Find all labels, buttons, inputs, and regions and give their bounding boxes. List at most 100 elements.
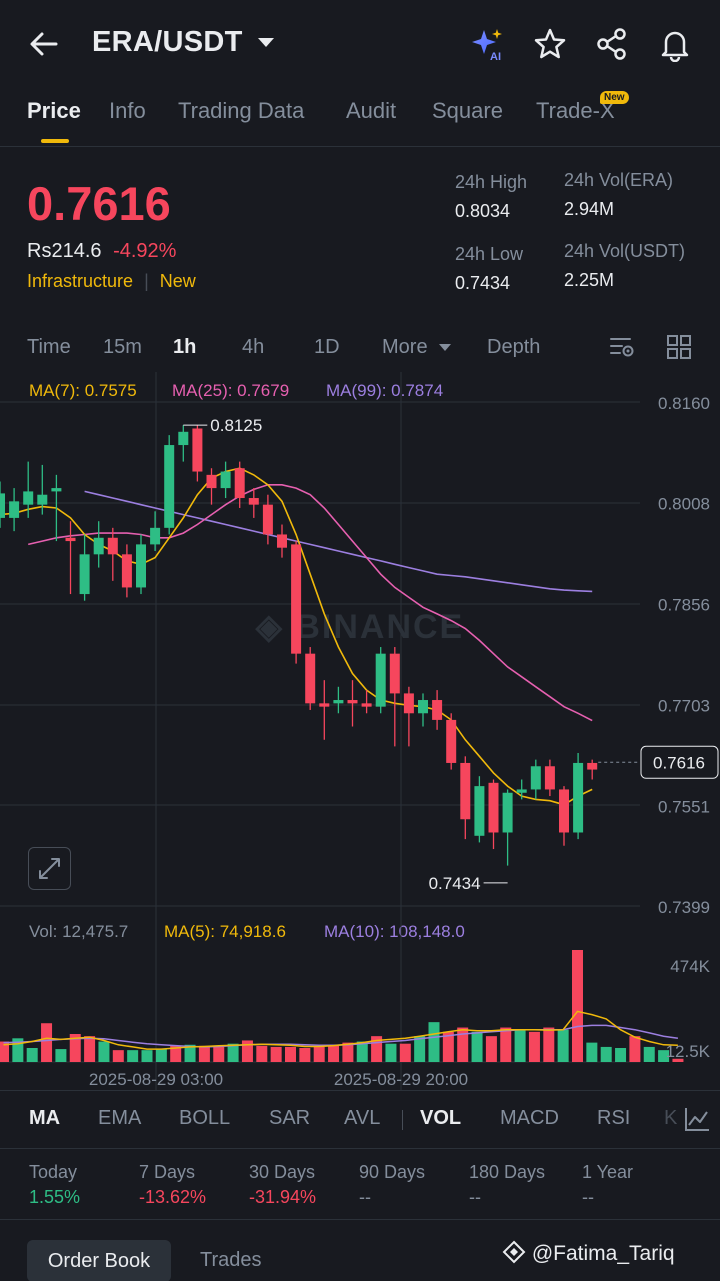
tab-trades[interactable]: Trades <box>200 1249 262 1271</box>
candle-body <box>544 766 555 790</box>
tag-infrastructure[interactable]: Infrastructure <box>27 271 134 291</box>
indicator-macd[interactable]: MACD <box>500 1107 559 1129</box>
volume-bar <box>414 1036 426 1062</box>
candle-body <box>347 700 358 704</box>
candle-body <box>319 703 330 707</box>
price-axis-label: 0.7703 <box>658 697 710 716</box>
indicator-sar[interactable]: SAR <box>269 1107 311 1129</box>
volume-bar <box>385 1043 397 1062</box>
volume-bar <box>299 1048 311 1062</box>
volume-bar <box>514 1029 526 1062</box>
candle-body <box>389 653 400 694</box>
perf-7d-label: 7 Days <box>139 1162 196 1182</box>
time-axis-label: 2025-08-29 03:00 <box>89 1070 223 1089</box>
volume-bar <box>12 1038 24 1062</box>
vol-base-value: 2.94M <box>564 199 615 219</box>
perf-7d-value: -13.62% <box>139 1187 207 1207</box>
last-price: 0.7616 <box>27 177 171 230</box>
fullscreen-button[interactable] <box>28 847 71 890</box>
volume-axis-top: 474K <box>670 957 710 976</box>
volume-bar <box>342 1042 354 1062</box>
candle-body <box>164 445 175 528</box>
volume-bar <box>170 1045 182 1062</box>
tabs-divider <box>0 146 720 147</box>
ma99-line <box>84 490 593 593</box>
last-price-tag-label: 0.7616 <box>653 753 705 772</box>
grid-layout-icon[interactable] <box>665 333 693 366</box>
interval-15m[interactable]: 15m <box>103 336 142 358</box>
high-label: 24h High <box>455 172 528 192</box>
user-watermark: @Fatima_Tariq <box>502 1240 675 1266</box>
perf-1y-value: -- <box>582 1187 594 1207</box>
active-tab-indicator <box>41 139 69 143</box>
tab-price[interactable]: Price <box>27 98 81 123</box>
volume-bar <box>26 1048 38 1062</box>
candle-body <box>403 693 414 714</box>
interval-1h[interactable]: 1h <box>173 336 197 358</box>
indicator-kdj-partial[interactable]: K <box>664 1107 678 1129</box>
candle-body <box>446 719 457 763</box>
volume-bar <box>41 1023 53 1062</box>
share-icon[interactable] <box>594 26 630 62</box>
indicator-ema[interactable]: EMA <box>98 1107 142 1129</box>
indicator-separator <box>402 1110 403 1130</box>
user-handle: @Fatima_Tariq <box>531 1242 675 1265</box>
ai-sparkle-icon[interactable]: AI <box>470 26 506 63</box>
candlestick-chart[interactable]: ◈ BINANCE 0.8125 0.7434 0.8160 0.8008 0.7856 0… <box>0 372 720 920</box>
indicator-divider <box>0 1090 720 1091</box>
perf-today-value: 1.55% <box>29 1187 81 1207</box>
vol-base-label: 24h Vol(ERA) <box>564 170 674 190</box>
high-marker-label: 0.8125 <box>210 416 262 435</box>
tab-order-book[interactable]: Order Book <box>27 1240 171 1281</box>
volume-bar <box>572 950 583 1062</box>
tab-square[interactable]: Square <box>432 98 503 123</box>
candle-body <box>573 762 584 833</box>
volume-bar <box>0 1041 9 1062</box>
perf-today-label: Today <box>29 1162 78 1182</box>
candle-body <box>107 537 118 555</box>
bell-alert-icon[interactable] <box>657 26 693 63</box>
volume-chart[interactable]: 474K 12.5K 2025-08-29 03:00 2025-08-29 20:0… <box>0 920 720 1090</box>
tag-new[interactable]: New <box>159 271 196 291</box>
indicator-boll[interactable]: BOLL <box>179 1107 231 1129</box>
candle-body <box>418 700 428 714</box>
favorite-star-icon[interactable] <box>532 26 568 62</box>
tab-trading-data[interactable]: Trading Data <box>178 98 305 123</box>
interval-depth[interactable]: Depth <box>487 336 541 358</box>
candle-body <box>206 474 217 489</box>
volume-bar <box>69 1034 81 1062</box>
back-arrow-icon[interactable] <box>28 28 60 60</box>
perf-90d-value: -- <box>359 1187 371 1207</box>
interval-time[interactable]: Time <box>27 336 71 358</box>
fiat-price: Rs214.6 -4.92% <box>27 240 176 263</box>
perf-1y-label: 1 Year <box>582 1162 634 1182</box>
pair-title[interactable]: ERA/USDT <box>92 26 243 58</box>
volume-bar <box>227 1043 239 1062</box>
price-axis-label: 0.7399 <box>658 898 710 917</box>
candle-body <box>51 488 62 492</box>
indicator-chart-icon[interactable] <box>678 1104 720 1136</box>
perf-divider-bottom <box>0 1219 720 1220</box>
volume-bar <box>127 1050 139 1062</box>
candle-body <box>474 786 485 836</box>
indicator-avl[interactable]: AVL <box>344 1107 381 1129</box>
volume-bar <box>457 1027 469 1062</box>
interval-1d[interactable]: 1D <box>314 336 340 358</box>
chart-settings-icon[interactable] <box>608 333 636 366</box>
volume-bar <box>84 1036 96 1062</box>
candle-body <box>23 491 34 505</box>
indicator-vol[interactable]: VOL <box>420 1107 462 1129</box>
pair-dropdown-caret-icon[interactable] <box>258 38 274 47</box>
indicator-ma[interactable]: MA <box>29 1107 61 1129</box>
perf-30d-label: 30 Days <box>249 1162 316 1182</box>
volume-bar <box>256 1045 268 1062</box>
price-axis-label: 0.8160 <box>658 394 710 413</box>
low-label: 24h Low <box>455 244 524 264</box>
tab-audit[interactable]: Audit <box>346 98 397 123</box>
indicator-rsi[interactable]: RSI <box>597 1107 631 1129</box>
candle-body <box>262 504 273 535</box>
tab-info[interactable]: Info <box>109 98 146 123</box>
interval-more[interactable]: More <box>382 336 452 359</box>
candle-body <box>530 766 541 790</box>
interval-4h[interactable]: 4h <box>242 336 265 358</box>
